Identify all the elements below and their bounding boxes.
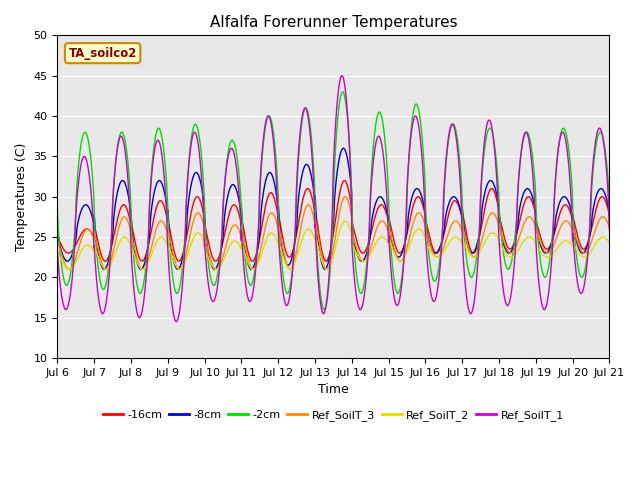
Y-axis label: Temperatures (C): Temperatures (C) [15, 143, 28, 251]
Text: TA_soilco2: TA_soilco2 [68, 47, 137, 60]
Legend: -16cm, -8cm, -2cm, Ref_SoilT_3, Ref_SoilT_2, Ref_SoilT_1: -16cm, -8cm, -2cm, Ref_SoilT_3, Ref_Soil… [99, 406, 568, 425]
Title: Alfalfa Forerunner Temperatures: Alfalfa Forerunner Temperatures [210, 15, 457, 30]
X-axis label: Time: Time [318, 383, 349, 396]
